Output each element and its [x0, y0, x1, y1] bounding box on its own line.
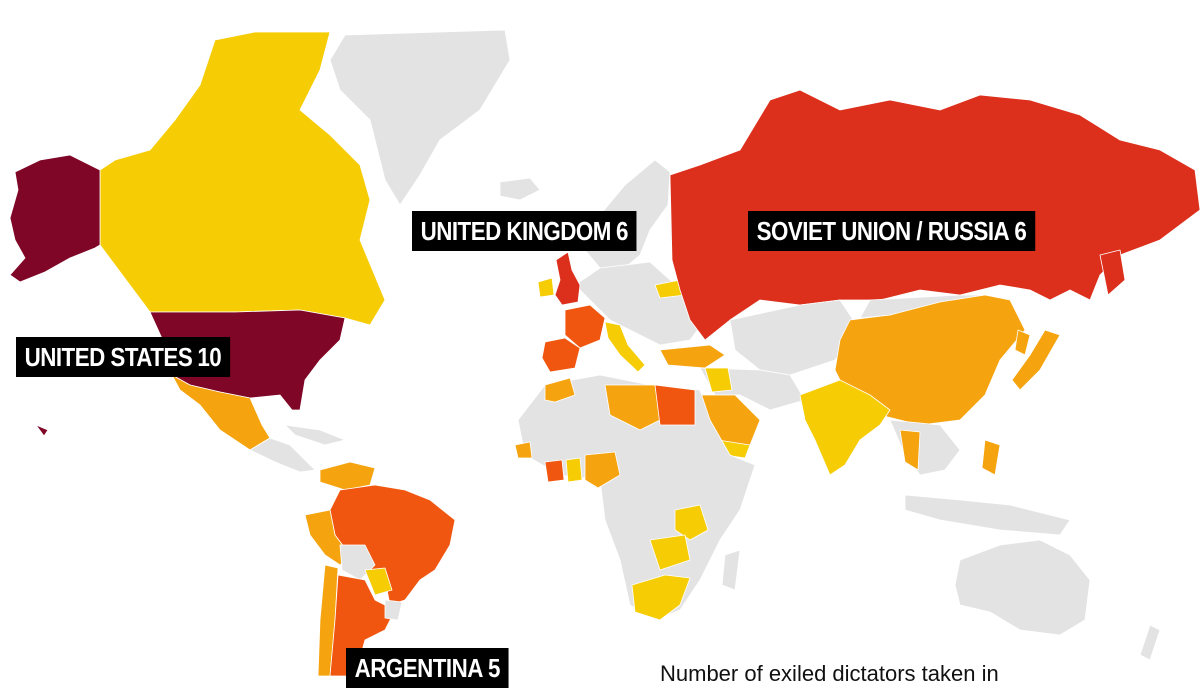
country-iceland — [499, 177, 541, 201]
country-greenland — [329, 29, 511, 206]
label-united-states-name: UNITED STATES — [24, 342, 193, 372]
country-ireland — [537, 277, 555, 298]
country-central-america — [249, 437, 316, 473]
label-russia: SOVIET UNION / RUSSIA 6 — [748, 211, 1035, 251]
country-spain — [541, 337, 581, 373]
country-india — [799, 379, 891, 476]
country-russia-east — [1099, 249, 1126, 296]
country-indonesia — [904, 494, 1071, 536]
label-russia-count: 6 — [1014, 216, 1027, 246]
country-paraguay — [364, 567, 393, 596]
country-zimbabwe — [649, 534, 691, 571]
country-chile — [317, 564, 339, 676]
country-italy — [604, 321, 646, 373]
label-russia-name: SOVIET UNION / RUSSIA — [756, 216, 1010, 246]
label-united-kingdom-count: 6 — [616, 216, 628, 246]
country-south-africa — [631, 574, 691, 621]
country-france — [564, 304, 606, 349]
country-australia — [954, 539, 1091, 636]
country-korea — [1014, 329, 1031, 356]
country-nigeria — [584, 451, 621, 489]
country-libya — [604, 384, 661, 431]
country-mongolia — [859, 294, 986, 319]
country-morocco — [544, 377, 576, 403]
country-venezuela — [319, 461, 376, 491]
country-southeast-asia — [889, 419, 961, 476]
country-alaska — [9, 154, 101, 283]
country-iraq — [704, 367, 733, 393]
country-hawaii — [35, 424, 49, 437]
label-united-states: UNITED STATES 10 — [16, 337, 230, 377]
country-japan — [1011, 329, 1061, 391]
country-new-zealand — [1139, 624, 1161, 661]
label-argentina: ARGENTINA 5 — [346, 648, 509, 688]
country-ghana — [565, 457, 583, 483]
country-caribbean — [284, 424, 346, 446]
country-africa — [517, 374, 756, 621]
country-tanzania — [674, 504, 709, 541]
country-ivory-coast — [544, 459, 565, 483]
label-argentina-count: 5 — [488, 653, 500, 683]
country-central-asia — [729, 299, 861, 376]
label-argentina-name: ARGENTINA — [354, 653, 484, 683]
country-united-kingdom — [554, 251, 581, 306]
legend-title: Number of exiled dictators taken in — [660, 661, 999, 686]
country-egypt — [654, 384, 696, 426]
country-senegal — [514, 441, 533, 459]
country-uruguay — [384, 599, 403, 621]
label-united-kingdom: UNITED KINGDOM 6 — [412, 211, 637, 251]
country-madagascar — [721, 549, 741, 591]
label-united-states-count: 10 — [197, 342, 222, 372]
label-united-kingdom-name: UNITED KINGDOM — [420, 216, 612, 246]
country-thailand — [899, 429, 921, 471]
country-turkey — [659, 344, 726, 369]
country-philippines — [981, 439, 1001, 476]
